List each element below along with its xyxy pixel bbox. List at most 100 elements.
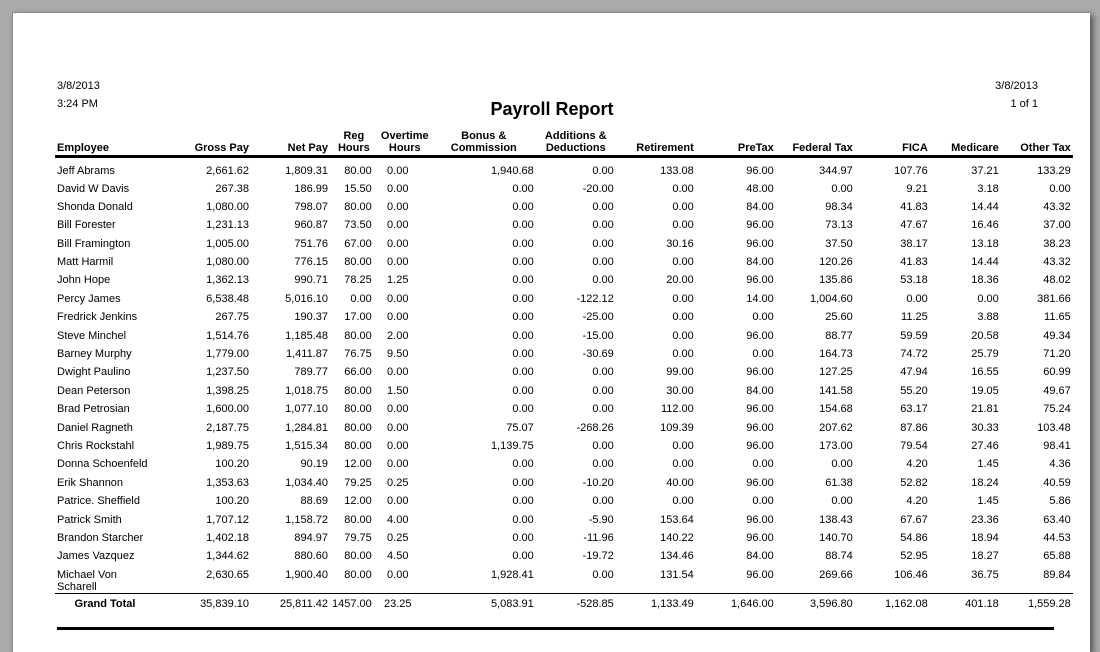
cell-medicare: 25.79 [971, 348, 999, 361]
cell-retirement: 0.00 [672, 439, 694, 452]
cell-other-tax: 44.53 [1043, 531, 1071, 544]
cell-other-tax: 98.41 [1043, 439, 1071, 452]
col-header-gross-pay: Gross Pay [155, 129, 251, 158]
cell-pretax: 48.00 [746, 182, 774, 195]
cell-overtime-hours: 0.00 [387, 495, 409, 508]
col-header-federal-tax: Federal Tax [775, 129, 855, 158]
cell-medicare: 21.81 [971, 403, 999, 416]
cell-retirement: 30.16 [666, 237, 694, 250]
cell-pretax: 96.00 [746, 237, 774, 250]
cell-other-tax: 381.66 [1037, 292, 1071, 305]
cell-additions-deductions: 0.00 [592, 274, 614, 287]
cell-other-tax: 60.99 [1043, 366, 1071, 379]
cell-additions-deductions: 0.00 [592, 495, 614, 508]
cell-pretax: 96.00 [746, 329, 774, 342]
table-row: Bill Forester 1,231.13 960.87 73.50 0.00 0.00… [55, 216, 1073, 234]
cell-employee: James Vazquez [57, 550, 135, 563]
cell-gross-pay: 100.20 [215, 458, 249, 471]
cell-gross-pay: 1,779.00 [206, 348, 249, 361]
cell-fica: 53.18 [900, 274, 928, 287]
cell-bonus-commission: 0.00 [512, 274, 534, 287]
table-row: Shonda Donald 1,080.00 798.07 80.00 0.00 0.00… [55, 198, 1073, 216]
cell-other-tax: 133.29 [1037, 164, 1071, 177]
cell-gross-pay: 1,237.50 [206, 366, 249, 379]
cell-fica: 107.76 [894, 164, 928, 177]
cell-additions-deductions: 0.00 [592, 219, 614, 232]
cell-fica: 41.83 [900, 200, 928, 213]
cell-gross-pay: 1,005.00 [206, 237, 249, 250]
cell-net-pay: 88.69 [300, 495, 328, 508]
total-retirement: 1,133.49 [615, 592, 696, 618]
cell-additions-deductions: 0.00 [592, 403, 614, 416]
cell-overtime-hours: 0.00 [387, 182, 409, 195]
cell-bonus-commission: 1,940.68 [490, 164, 534, 177]
cell-employee: Brandon Starcher [57, 531, 144, 544]
col-header-medicare: Medicare [929, 129, 1001, 158]
cell-overtime-hours: 0.00 [387, 237, 409, 250]
cell-pretax: 0.00 [752, 311, 774, 324]
cell-overtime-hours: 0.00 [387, 164, 409, 177]
cell-fica: 52.95 [900, 550, 928, 563]
cell-federal-tax: 344.97 [819, 164, 853, 177]
cell-pretax: 96.00 [746, 568, 774, 581]
cell-gross-pay: 1,231.13 [206, 219, 249, 232]
col-header-employee: Employee [55, 129, 155, 158]
cell-retirement: 0.00 [672, 311, 694, 324]
cell-federal-tax: 98.34 [825, 200, 853, 213]
cell-reg-hours: 80.00 [344, 200, 372, 213]
cell-fica: 47.67 [900, 219, 928, 232]
cell-retirement: 0.00 [672, 256, 694, 269]
cell-reg-hours: 73.50 [344, 219, 372, 232]
cell-federal-tax: 138.43 [819, 513, 853, 526]
total-federal-tax: 3,596.80 [775, 592, 855, 618]
cell-federal-tax: 141.58 [819, 384, 853, 397]
cell-other-tax: 49.67 [1043, 384, 1071, 397]
cell-reg-hours: 79.75 [344, 531, 372, 544]
cell-bonus-commission: 75.07 [506, 421, 534, 434]
cell-net-pay: 90.19 [300, 458, 328, 471]
cell-additions-deductions: 0.00 [592, 256, 614, 269]
cell-bonus-commission: 0.00 [512, 495, 534, 508]
cell-gross-pay: 1,989.75 [206, 439, 249, 452]
cell-medicare: 37.21 [971, 164, 999, 177]
cell-other-tax: 65.88 [1043, 550, 1071, 563]
cell-medicare: 30.33 [971, 421, 999, 434]
cell-medicare: 36.75 [971, 568, 999, 581]
cell-retirement: 20.00 [666, 274, 694, 287]
cell-reg-hours: 80.00 [344, 568, 372, 581]
cell-other-tax: 0.00 [1049, 182, 1071, 195]
cell-fica: 0.00 [906, 292, 928, 305]
cell-retirement: 112.00 [660, 403, 694, 416]
cell-reg-hours: 80.00 [344, 421, 372, 434]
cell-pretax: 96.00 [746, 531, 774, 544]
cell-overtime-hours: 9.50 [387, 348, 409, 361]
cell-fica: 38.17 [900, 237, 928, 250]
cell-additions-deductions: -122.12 [576, 292, 614, 305]
cell-pretax: 0.00 [752, 348, 774, 361]
cell-fica: 4.20 [906, 458, 928, 471]
cell-other-tax: 89.84 [1043, 568, 1071, 581]
cell-net-pay: 1,900.40 [285, 568, 328, 581]
cell-overtime-hours: 0.00 [387, 568, 409, 581]
cell-bonus-commission: 0.00 [512, 531, 534, 544]
cell-net-pay: 1,018.75 [285, 384, 328, 397]
cell-additions-deductions: 0.00 [592, 237, 614, 250]
cell-bonus-commission: 0.00 [512, 329, 534, 342]
cell-reg-hours: 80.00 [344, 550, 372, 563]
cell-medicare: 20.58 [971, 329, 999, 342]
cell-employee: Bill Framington [57, 237, 131, 250]
cell-retirement: 153.64 [660, 513, 694, 526]
report-page: 3/8/2013 3:24 PM Payroll Report 3/8/2013… [12, 12, 1090, 652]
col-header-additions-deductions: Additions & Deductions [535, 129, 616, 158]
cell-employee: Michael Von Scharell [55, 566, 155, 594]
total-medicare: 401.18 [929, 592, 1001, 618]
cell-federal-tax: 0.00 [831, 495, 853, 508]
cell-employee: Barney Murphy [57, 348, 132, 361]
cell-bonus-commission: 0.00 [512, 348, 534, 361]
cell-overtime-hours: 0.00 [387, 219, 409, 232]
cell-bonus-commission: 0.00 [512, 513, 534, 526]
cell-bonus-commission: 0.00 [512, 237, 534, 250]
cell-pretax: 84.00 [746, 384, 774, 397]
table-row: Patrice. Sheffield 100.20 88.69 12.00 0.00 0.… [55, 492, 1073, 510]
cell-fica: 11.25 [901, 311, 928, 324]
